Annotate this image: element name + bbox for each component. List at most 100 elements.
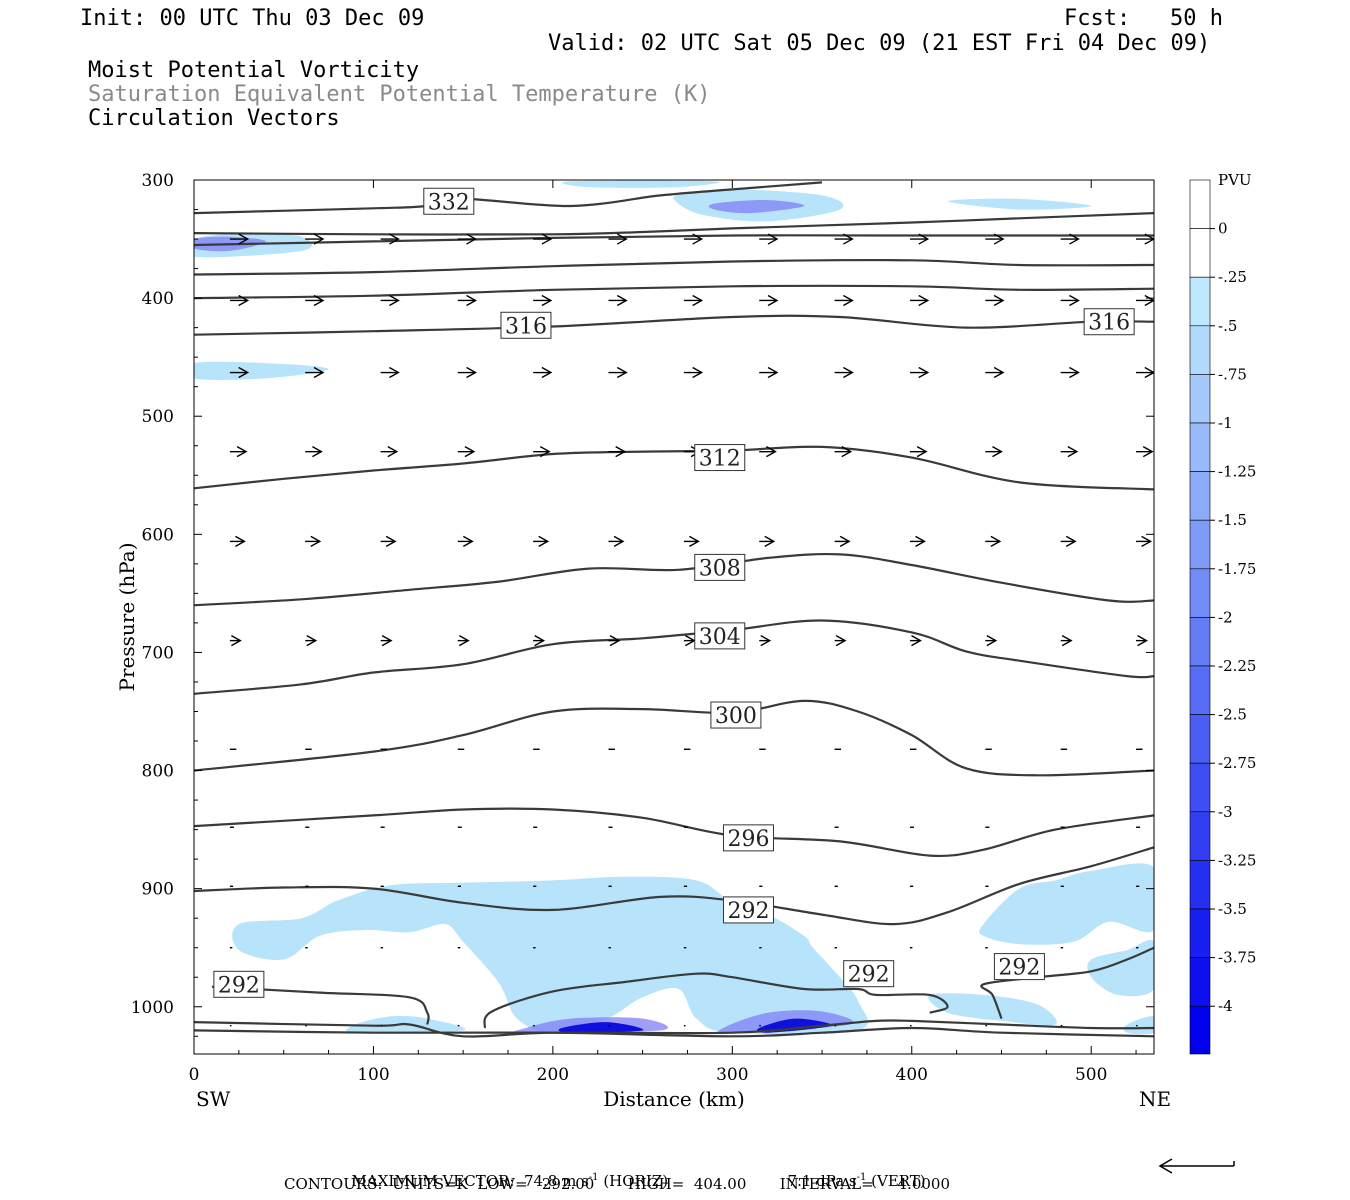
y-tick-label: 800	[142, 762, 174, 782]
colorbar-band	[1189, 471, 1211, 521]
max-vector-label: MAXIMUM VECTOR:	[351, 1172, 515, 1190]
contour-label-text: 308	[699, 556, 741, 581]
colorbar-label: 0	[1218, 220, 1228, 238]
reference-vector-arrow	[1158, 1158, 1235, 1174]
vector-head	[466, 366, 477, 379]
circulation-vector	[683, 233, 704, 245]
contour-label-box	[694, 553, 746, 581]
vector-head	[310, 535, 322, 548]
x-axis-label: Distance (km)	[603, 1087, 745, 1111]
vector-head	[312, 446, 323, 458]
colorbar-label: -1.5	[1218, 511, 1247, 529]
pv-region-mid	[708, 200, 805, 214]
circulation-vector	[909, 446, 928, 458]
vector-head	[993, 233, 1005, 245]
max-vector-line: MAXIMUM VECTOR: 74.8 m s-1 (HORIZ)	[342, 1158, 669, 1190]
circulation-vector	[759, 635, 772, 647]
circulation-vector	[457, 635, 470, 647]
circulation-vector	[457, 366, 477, 379]
contour-label-text: 312	[699, 447, 741, 472]
isentrope-line	[194, 181, 823, 215]
circulation-vector	[1136, 635, 1148, 647]
vector-head	[843, 294, 854, 307]
pv-region-light	[1087, 939, 1154, 997]
vector-head	[1142, 446, 1154, 458]
colorbar-band	[1189, 617, 1211, 667]
colorbar-label: -.25	[1218, 268, 1247, 286]
colorbar-label: -.5	[1218, 317, 1237, 335]
contour-label: 296	[722, 824, 774, 852]
contour-label-box	[694, 622, 746, 650]
colorbar-label: -3	[1218, 803, 1233, 821]
pv-region-light	[562, 180, 720, 188]
contour-label-layer: 332 316 316 312 308 304 300 296 292 292 292 292	[213, 187, 1135, 998]
vector-head	[313, 294, 325, 307]
vector-head	[616, 233, 628, 245]
vector-head	[381, 635, 393, 647]
colorbar-band	[1189, 1005, 1211, 1055]
pv-fill-layer	[194, 180, 1154, 1035]
contour-label-box	[722, 896, 774, 924]
contour-label: 308	[694, 553, 746, 581]
contour-label: 332	[423, 187, 475, 215]
colorbar-unit: PVU	[1218, 171, 1252, 189]
vector-head	[313, 366, 325, 379]
y-tick-label: 900	[142, 880, 174, 900]
isentrope-line	[194, 1026, 1154, 1038]
circulation-vector	[683, 294, 704, 307]
colorbar-band	[1189, 422, 1211, 472]
isentrope-line	[194, 234, 1154, 247]
colorbar-label: -2	[1218, 608, 1233, 626]
pv-region-light	[194, 361, 329, 380]
contour-label: 316	[500, 311, 552, 339]
contour-label-text: 304	[699, 625, 741, 650]
circulation-vector	[1136, 366, 1154, 379]
vector-head	[1061, 635, 1073, 647]
contour-label-box	[993, 953, 1045, 981]
circulation-vector	[1136, 294, 1154, 307]
colorbar-band	[1189, 957, 1211, 1007]
circulation-vector	[985, 233, 1005, 245]
vector-head	[993, 294, 1005, 307]
contour-label: 316	[1083, 308, 1135, 336]
valid-time: Valid: 02 UTC Sat 05 Dec 09 (21 EST Fri …	[548, 31, 1211, 56]
y-tick-label: 700	[142, 643, 174, 663]
contour-label: 304	[694, 622, 746, 650]
circulation-vector	[909, 233, 930, 245]
vector-head	[238, 294, 250, 307]
vert-suffix: (VERT)	[871, 1172, 926, 1190]
contour-label: 292	[993, 953, 1045, 981]
vector-head	[689, 535, 700, 548]
circulation-vector	[380, 535, 397, 548]
vector-head	[767, 366, 779, 379]
colorbar-label: -1.25	[1218, 463, 1256, 481]
isentrope-line	[194, 846, 1154, 926]
vector-head	[458, 635, 470, 647]
isentrope-line	[194, 445, 1154, 491]
contour-label-box	[710, 701, 762, 729]
circulation-vector	[608, 446, 627, 458]
colorbar-band	[1189, 665, 1211, 715]
vector-head	[389, 233, 400, 245]
circulation-vector	[457, 294, 477, 307]
horiz-suffix: (HORIZ)	[603, 1172, 669, 1190]
vert-exp: -1	[856, 1172, 867, 1183]
circulation-vector	[834, 366, 854, 379]
isentrope-line	[194, 699, 1154, 777]
circulation-vector	[1136, 446, 1154, 458]
vector-head	[613, 535, 625, 548]
circulation-vector	[457, 446, 476, 458]
vert-value: 7.1 dPa s	[787, 1172, 857, 1190]
circulation-vector	[533, 635, 546, 647]
vector-head	[767, 294, 779, 307]
vector-head	[616, 366, 628, 379]
colorbar-band	[1189, 762, 1211, 813]
field-title-pv: Moist Potential Vorticity	[88, 58, 420, 83]
vector-head	[1069, 233, 1080, 245]
isentrope-layer	[194, 181, 1154, 1038]
colorbar-label: -2.75	[1218, 754, 1256, 772]
circulation-vector	[608, 535, 625, 548]
vector-head	[541, 366, 553, 379]
vector-head	[918, 366, 930, 379]
circulation-vector	[229, 535, 246, 548]
